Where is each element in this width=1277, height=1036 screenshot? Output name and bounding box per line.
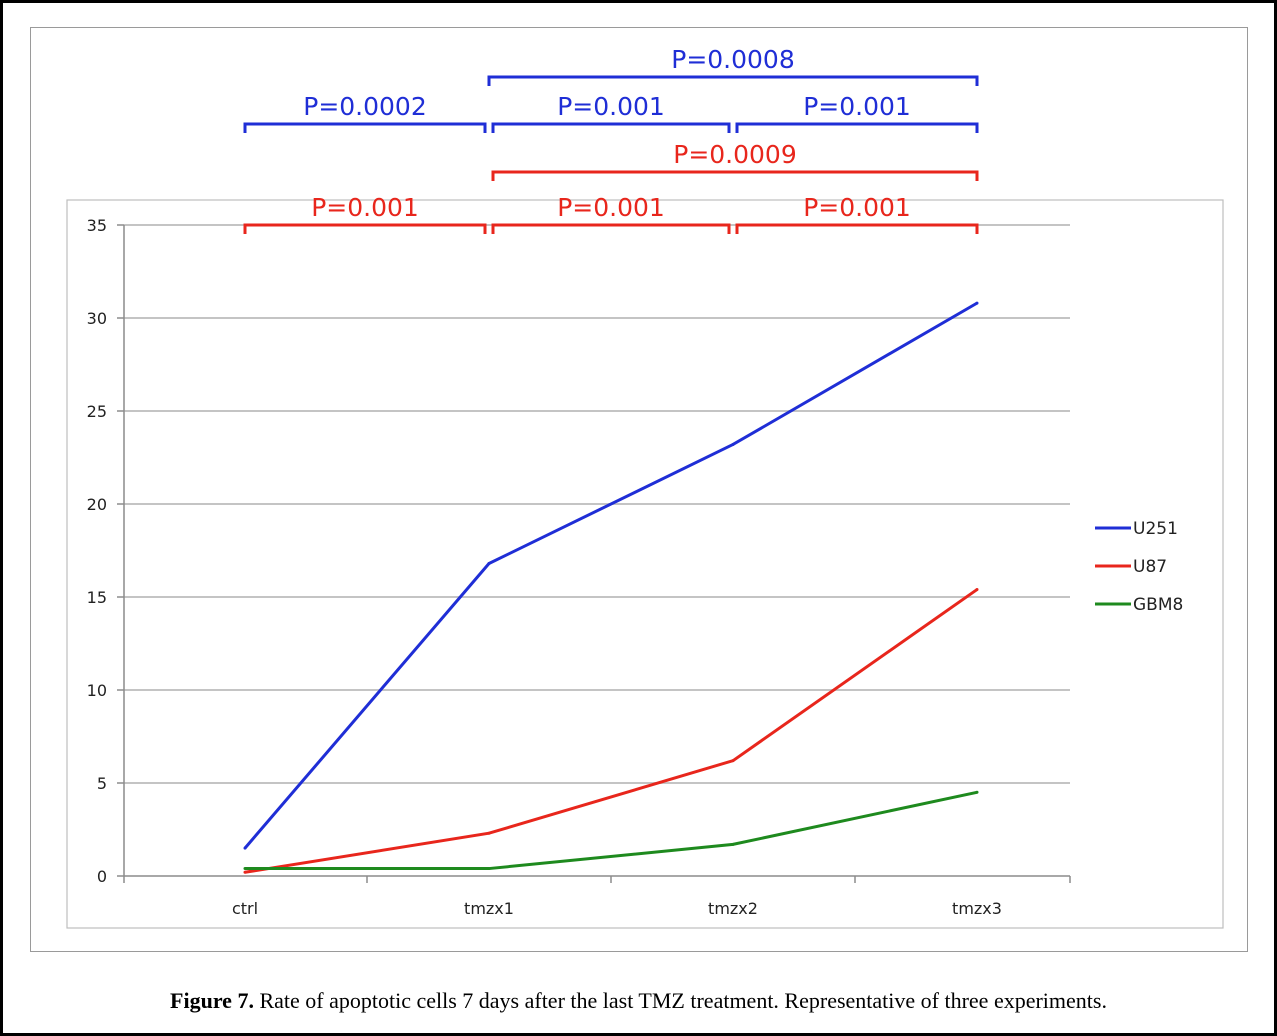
significance-bracket-0: [243, 122, 487, 133]
caption-label: Figure 7.: [170, 988, 254, 1013]
significance-label-4: P=0.001: [311, 193, 419, 222]
y-tick-label-0: 0: [97, 867, 107, 886]
significance-bracket-1: [491, 122, 731, 133]
legend-label-U87: U87: [1133, 557, 1167, 577]
legend-label-U251: U251: [1133, 519, 1178, 539]
series-line-U251: [243, 301, 978, 850]
point-GBM8-ctrl: [243, 867, 247, 871]
caption-text: Rate of apoptotic cells 7 days after the…: [253, 988, 1107, 1013]
significance-label-7: P=0.0009: [673, 140, 797, 169]
point-U251-tmzx2: [731, 442, 735, 446]
grid-lines: [124, 224, 1070, 784]
significance-bracket-3: [487, 75, 979, 86]
point-U87-tmzx3: [975, 588, 979, 592]
figure-caption: Figure 7. Rate of apoptotic cells 7 days…: [0, 988, 1277, 1014]
significance-label-0: P=0.0002: [303, 92, 427, 121]
significance-bracket-6: [735, 223, 979, 234]
point-U87-tmzx2: [731, 759, 735, 763]
y-tick-label-15: 15: [87, 588, 107, 607]
x-tick-label-tmzx1: tmzx1: [464, 899, 514, 918]
point-U251-tmzx3: [975, 301, 979, 305]
y-tick-label-5: 5: [97, 774, 107, 793]
x-tick-label-tmzx3: tmzx3: [952, 899, 1002, 918]
point-U87-ctrl: [243, 870, 247, 874]
y-tick-label-25: 25: [87, 402, 107, 421]
point-GBM8-tmzx3: [975, 790, 979, 794]
significance-label-2: P=0.001: [803, 92, 911, 121]
series-lines: [243, 301, 979, 874]
significance-label-6: P=0.001: [803, 193, 911, 222]
legend-label-GBM8: GBM8: [1133, 595, 1183, 615]
point-GBM8-tmzx2: [731, 842, 735, 846]
point-U251-ctrl: [243, 846, 247, 850]
chart-border: [30, 27, 1248, 952]
y-tick-label-35: 35: [87, 216, 107, 235]
point-U87-tmzx1: [487, 831, 491, 835]
significance-bracket-5: [491, 223, 731, 234]
x-tick-label-tmzx2: tmzx2: [708, 899, 758, 918]
y-tick-label-10: 10: [87, 681, 107, 700]
significance-bracket-4: [243, 223, 487, 234]
significance-bracket-2: [735, 122, 979, 133]
series-line-U87: [244, 588, 978, 874]
point-U251-tmzx1: [487, 562, 491, 566]
plot-area: [66, 199, 1224, 929]
point-GBM8-tmzx1: [487, 867, 491, 871]
x-tick-label-ctrl: ctrl: [232, 899, 258, 918]
series-line-GBM8: [245, 790, 978, 871]
significance-label-1: P=0.001: [557, 92, 665, 121]
legend: U251 U87 GBM8: [1095, 519, 1183, 615]
axes: 0 5 10 15 20 25 30 35 ctrl tmzx1 tmzx2 tmzx3: [87, 216, 1071, 918]
significance-bracket-7: [491, 170, 979, 181]
significance-label-5: P=0.001: [557, 193, 665, 222]
y-tick-label-30: 30: [87, 309, 107, 328]
significance-label-3: P=0.0008: [671, 45, 795, 74]
y-tick-label-20: 20: [87, 495, 107, 514]
